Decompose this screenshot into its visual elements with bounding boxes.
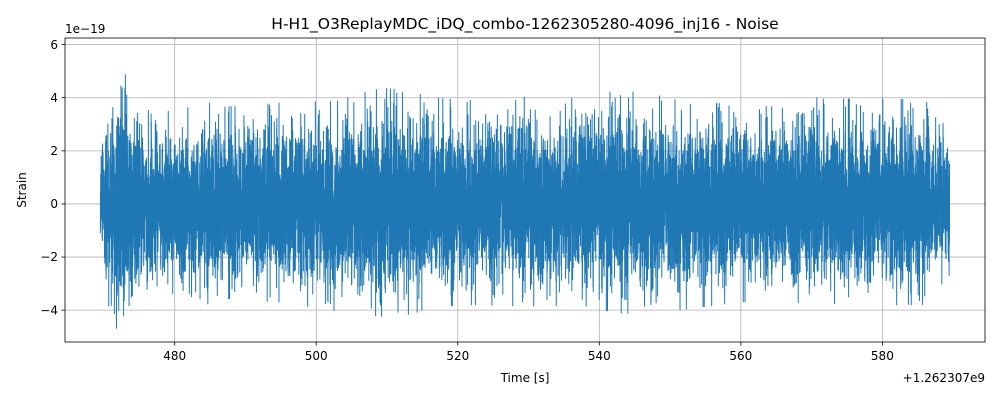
x-tick-label: 560: [729, 349, 752, 363]
x-tick-label: 580: [871, 349, 894, 363]
y-axis-label: Strain: [15, 172, 29, 208]
x-axis: 480 500 520 540 560 580: [163, 342, 894, 363]
y-tick-label: −4: [40, 303, 58, 317]
chart-title: H-H1_O3ReplayMDC_iDQ_combo-1262305280-40…: [271, 15, 778, 34]
x-tick-label: 480: [163, 349, 186, 363]
x-axis-label: Time [s]: [500, 371, 550, 385]
y-tick-label: −2: [40, 250, 58, 264]
y-scale-label: 1e−19: [65, 22, 105, 36]
y-tick-label: 0: [50, 197, 58, 211]
y-axis: −4 −2 0 2 4 6: [40, 38, 65, 317]
y-tick-label: 6: [50, 38, 58, 52]
x-offset-label: +1.262307e9: [903, 371, 985, 385]
plot-area: [99, 74, 951, 329]
y-tick-label: 4: [50, 91, 58, 105]
x-tick-label: 540: [588, 349, 611, 363]
noise-series-line: [99, 74, 951, 329]
y-tick-label: 2: [50, 144, 58, 158]
x-tick-label: 520: [446, 349, 469, 363]
axes-frame: [64, 37, 986, 343]
x-tick-label: 500: [305, 349, 328, 363]
